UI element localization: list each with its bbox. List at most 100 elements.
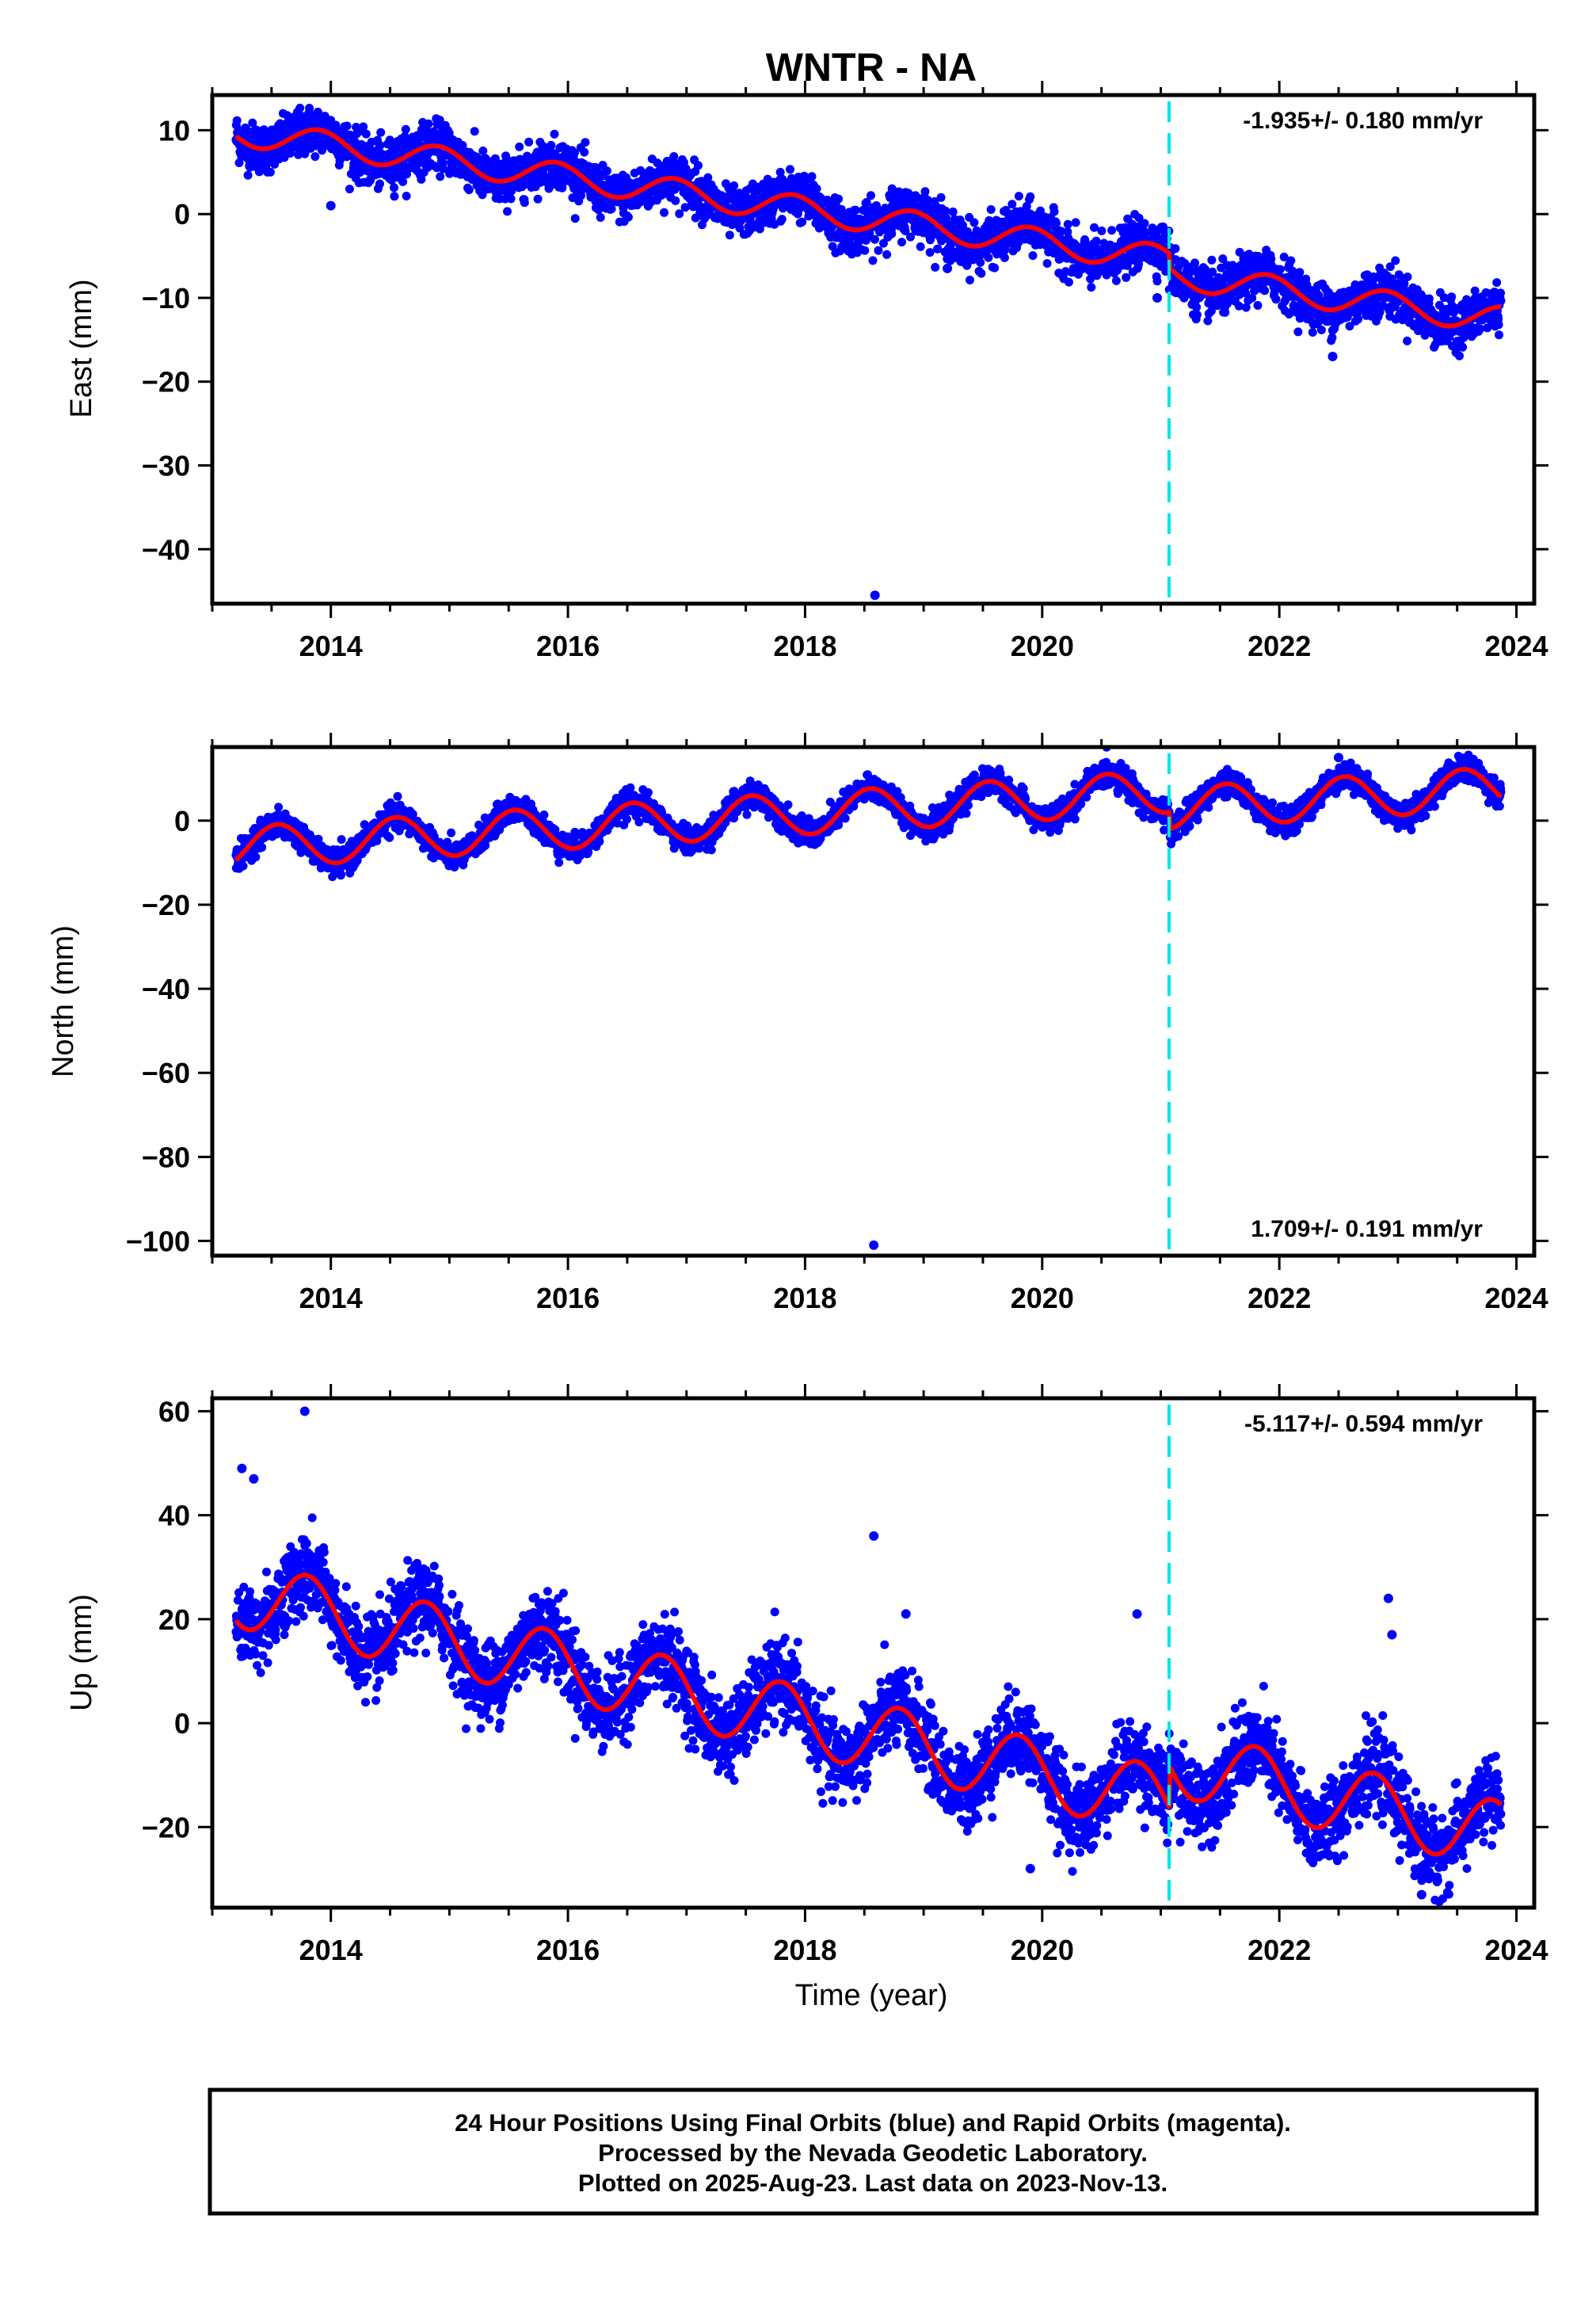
velocity-annotation: -1.935+/- 0.180 mm/yr [1243,108,1483,134]
position-point [337,870,346,879]
position-point [376,128,386,137]
position-point [251,852,261,862]
position-point [777,215,787,224]
position-point [897,238,906,247]
y-tick-label: −10 [142,282,190,315]
y-tick-label: −20 [142,366,190,398]
position-point [361,129,371,139]
position-point [851,205,860,215]
position-point [680,203,690,212]
position-point [882,250,892,259]
position-point [305,104,314,112]
position-point [1097,226,1107,235]
position-point [1495,330,1503,340]
position-point [860,246,870,255]
position-point [550,129,559,139]
position-points [231,747,1506,1250]
position-point [1494,320,1503,330]
position-point [729,181,739,190]
position-point [607,204,616,214]
position-point [401,124,410,134]
position-point [1496,296,1506,306]
position-point [725,231,734,240]
position-point [520,198,529,208]
outlier-point [1152,293,1162,303]
position-point [675,209,684,219]
position-point [1293,327,1303,337]
position-point [867,191,875,200]
position-point [470,127,479,136]
position-point [295,103,305,112]
y-tick-label: −40 [142,533,190,566]
position-point [318,146,326,155]
position-point [554,858,564,867]
position-point [398,177,408,186]
position-point [1308,328,1317,337]
position-point [577,191,586,200]
position-point [342,121,352,131]
position-point [1207,255,1217,265]
position-point [1458,342,1468,352]
position-point [547,140,556,150]
outlier-point [870,590,880,600]
position-point [385,833,394,842]
position-point [402,170,411,179]
position-point [1111,276,1121,285]
position-point [931,262,940,272]
position-point [375,179,384,189]
position-point [1007,200,1017,209]
position-point [671,196,680,205]
position-point [1455,351,1464,360]
position-point [337,835,346,844]
position-point [243,170,253,180]
position-point [1014,192,1023,201]
position-point [976,257,985,267]
position-point [447,828,456,837]
position-point [393,791,402,801]
position-point [1286,256,1296,265]
position-point [1447,292,1457,302]
position-point [1028,251,1038,261]
position-point [375,141,385,151]
position-point [966,276,974,284]
position-point [1275,265,1285,274]
position-point [238,861,248,871]
x-tick-label: 2024 [1485,630,1548,662]
position-point [669,152,679,161]
position-point [265,167,275,177]
position-point [1026,192,1035,201]
position-point [356,168,364,177]
position-point [594,204,604,213]
position-point [812,184,821,193]
position-point [874,246,883,255]
position-point [1071,218,1080,227]
position-point [506,194,516,204]
position-point [390,183,398,193]
position-point [925,248,935,257]
outlier-point [1327,352,1338,361]
y-tick-label: 10 [158,114,190,147]
x-tick-label: 2016 [536,630,600,662]
position-point [524,137,534,147]
position-point [596,213,605,222]
position-point [359,122,368,132]
position-points [231,103,1506,600]
position-point [515,142,524,151]
position-point [1107,226,1117,235]
position-point [1403,336,1412,345]
x-tick-label: 2018 [773,630,836,662]
north-panel: 2014 2016 2018 2020 2022 20240−20−40−60−80−10… [47,733,1548,1314]
position-point [1152,276,1162,286]
x-tick-label: 2020 [1011,630,1074,662]
position-point [1391,256,1400,265]
position-point [294,150,303,159]
position-point [1492,278,1502,288]
y-axis-label: East (mm) [65,279,98,417]
position-point [920,187,930,196]
position-point [533,194,543,204]
position-point [1000,253,1009,262]
position-point [660,208,668,217]
east-panel: 2014 2016 2018 2020 2022 2024100−10−20−30−40E… [65,81,1548,662]
position-point [402,192,411,200]
